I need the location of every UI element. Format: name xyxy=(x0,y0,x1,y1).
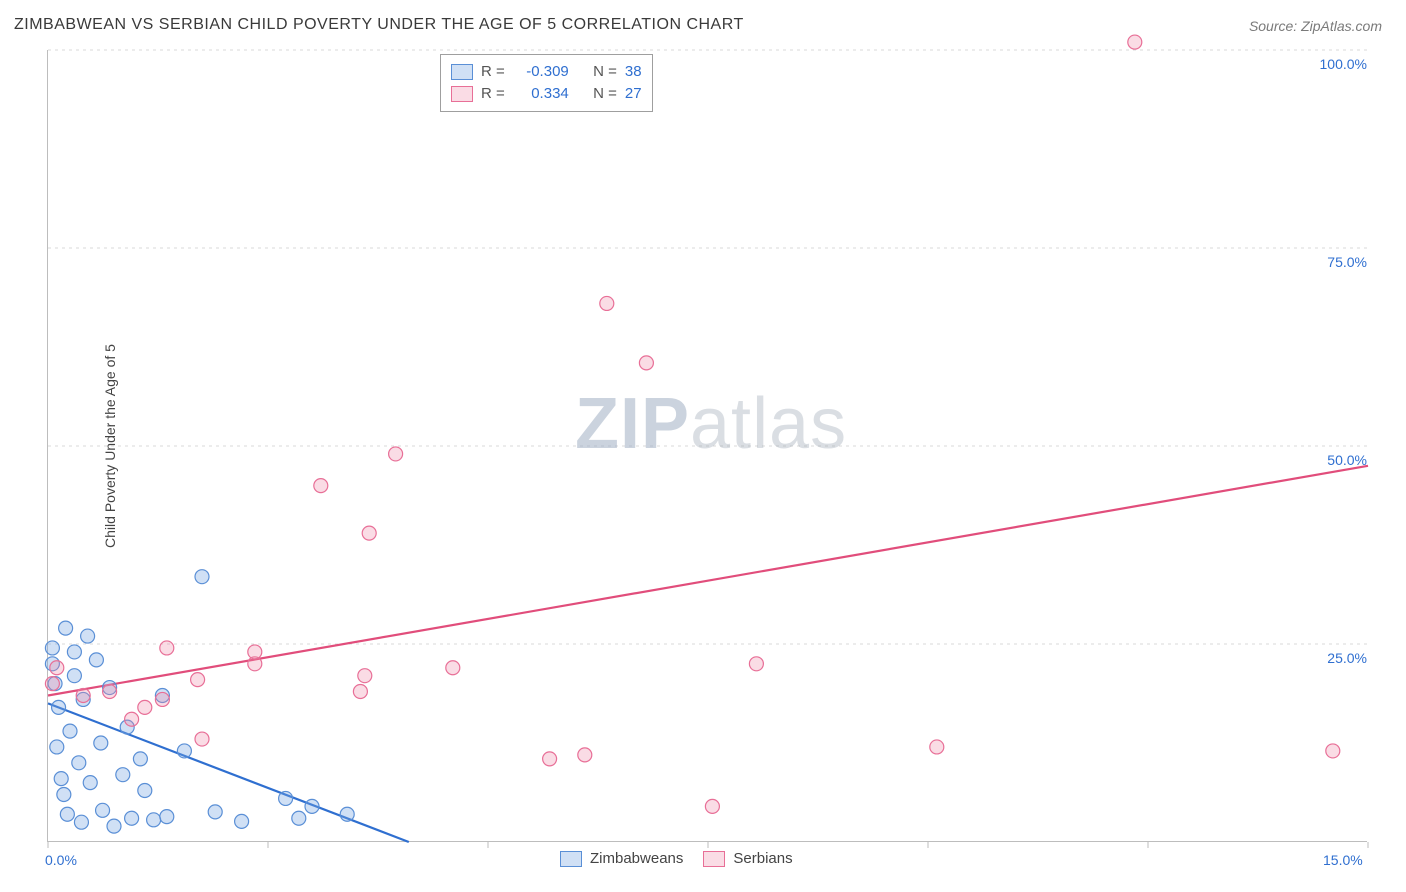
data-point xyxy=(116,768,130,782)
data-point xyxy=(543,752,557,766)
legend-swatch xyxy=(451,86,473,102)
data-point xyxy=(930,740,944,754)
data-point xyxy=(446,661,460,675)
y-tick-label: 25.0% xyxy=(1307,650,1367,666)
data-point xyxy=(235,814,249,828)
data-point xyxy=(67,669,81,683)
source-value: ZipAtlas.com xyxy=(1301,18,1382,34)
stats-row: R =-0.309 N = 38 xyxy=(451,61,642,83)
data-point xyxy=(50,740,64,754)
data-point xyxy=(52,700,66,714)
data-point xyxy=(133,752,147,766)
data-point xyxy=(72,756,86,770)
stats-row: R =0.334 N = 27 xyxy=(451,83,642,105)
data-point xyxy=(160,810,174,824)
data-point xyxy=(248,645,262,659)
data-point xyxy=(60,807,74,821)
legend-label: Zimbabweans xyxy=(590,850,683,867)
trend-line xyxy=(48,466,1368,696)
source-attribution: Source: ZipAtlas.com xyxy=(1249,18,1382,34)
data-point xyxy=(578,748,592,762)
legend-swatch xyxy=(451,64,473,80)
data-point xyxy=(279,791,293,805)
data-point xyxy=(749,657,763,671)
data-point xyxy=(63,724,77,738)
data-point xyxy=(54,772,68,786)
data-point xyxy=(50,661,64,675)
data-point xyxy=(362,526,376,540)
data-point xyxy=(314,479,328,493)
data-point xyxy=(57,787,71,801)
plot-area xyxy=(47,50,1367,842)
x-tick-label: 0.0% xyxy=(45,852,77,868)
n-value: 27 xyxy=(625,83,642,105)
data-point xyxy=(81,629,95,643)
data-point xyxy=(191,673,205,687)
source-label: Source: xyxy=(1249,18,1297,34)
data-point xyxy=(94,736,108,750)
legend: Zimbabweans Serbians xyxy=(560,850,793,867)
data-point xyxy=(292,811,306,825)
chart-title: ZIMBABWEAN VS SERBIAN CHILD POVERTY UNDE… xyxy=(14,16,744,34)
legend-item: Zimbabweans xyxy=(560,850,683,867)
data-point xyxy=(107,819,121,833)
trend-line xyxy=(48,703,409,842)
data-point xyxy=(96,803,110,817)
legend-swatch xyxy=(560,851,582,867)
data-point xyxy=(89,653,103,667)
data-point xyxy=(177,744,191,758)
data-point xyxy=(83,776,97,790)
legend-item: Serbians xyxy=(703,850,792,867)
stats-box: R =-0.309 N = 38R =0.334 N = 27 xyxy=(440,54,653,112)
data-point xyxy=(59,621,73,635)
y-tick-label: 100.0% xyxy=(1307,56,1367,72)
data-point xyxy=(125,712,139,726)
data-point xyxy=(125,811,139,825)
data-point xyxy=(600,296,614,310)
data-point xyxy=(358,669,372,683)
legend-swatch xyxy=(703,851,725,867)
data-point xyxy=(353,685,367,699)
y-tick-label: 75.0% xyxy=(1307,254,1367,270)
data-point xyxy=(147,813,161,827)
chart-container: ZIMBABWEAN VS SERBIAN CHILD POVERTY UNDE… xyxy=(0,0,1406,892)
data-point xyxy=(340,807,354,821)
data-point xyxy=(195,570,209,584)
data-point xyxy=(103,685,117,699)
r-value: -0.309 xyxy=(513,61,569,83)
y-tick-label: 50.0% xyxy=(1307,452,1367,468)
data-point xyxy=(74,815,88,829)
data-point xyxy=(639,356,653,370)
legend-label: Serbians xyxy=(733,850,792,867)
x-tick-label: 15.0% xyxy=(1323,852,1363,868)
n-value: 38 xyxy=(625,61,642,83)
data-point xyxy=(1128,35,1142,49)
data-point xyxy=(67,645,81,659)
data-point xyxy=(705,799,719,813)
data-point xyxy=(1326,744,1340,758)
data-point xyxy=(138,700,152,714)
data-point xyxy=(160,641,174,655)
data-point xyxy=(305,799,319,813)
data-point xyxy=(155,692,169,706)
data-point xyxy=(76,688,90,702)
data-point xyxy=(195,732,209,746)
data-point xyxy=(45,641,59,655)
data-point xyxy=(208,805,222,819)
r-value: 0.334 xyxy=(513,83,569,105)
data-point xyxy=(138,784,152,798)
data-point xyxy=(389,447,403,461)
data-point xyxy=(45,677,59,691)
